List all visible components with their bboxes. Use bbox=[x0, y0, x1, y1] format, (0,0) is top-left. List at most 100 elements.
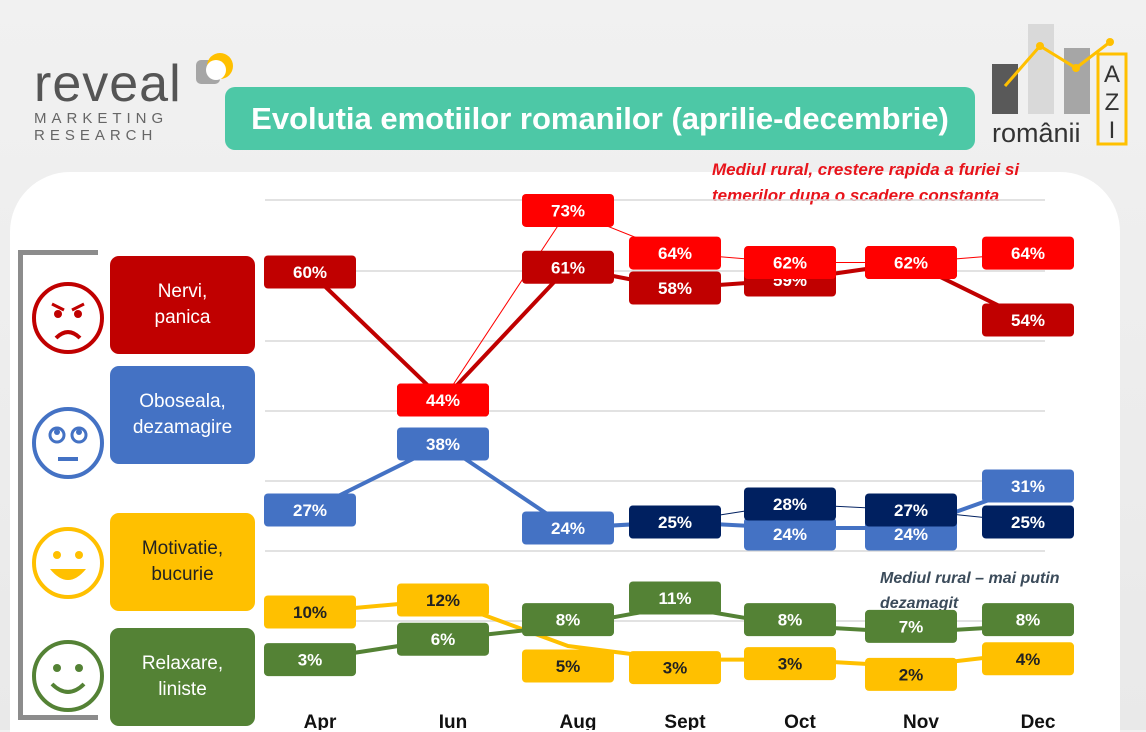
data-label-box bbox=[865, 246, 957, 280]
data-label: 6% bbox=[431, 630, 456, 649]
series-line bbox=[674, 503, 1029, 523]
data-label-box bbox=[397, 622, 489, 656]
x-tick-label: Apr bbox=[304, 712, 337, 730]
data-label-box bbox=[865, 657, 957, 691]
data-label: 3% bbox=[663, 659, 688, 678]
data-label-box bbox=[865, 609, 957, 643]
category-box: Nervi, panica bbox=[110, 256, 255, 354]
data-label-box bbox=[629, 236, 721, 270]
data-label-box bbox=[744, 246, 836, 280]
reveal-logo-word: reveal bbox=[34, 55, 182, 113]
data-label-box bbox=[629, 581, 721, 615]
category-bracket bbox=[18, 250, 98, 720]
data-label-box bbox=[397, 427, 489, 461]
data-label: 31% bbox=[1011, 477, 1045, 496]
data-label: 54% bbox=[1011, 311, 1045, 330]
logo-bar bbox=[1028, 24, 1054, 114]
data-label: 24% bbox=[773, 525, 807, 544]
data-label: 24% bbox=[894, 525, 928, 544]
data-label-box bbox=[397, 383, 489, 417]
data-label: 61% bbox=[551, 258, 585, 277]
data-label-box bbox=[522, 193, 614, 227]
data-label: 64% bbox=[1011, 244, 1045, 263]
relaxed-face-icon bbox=[30, 638, 106, 714]
data-label: 73% bbox=[551, 201, 585, 220]
data-label-box bbox=[744, 487, 836, 521]
data-label-box bbox=[264, 255, 356, 289]
angry-face-icon bbox=[30, 280, 106, 356]
data-label: 44% bbox=[426, 391, 460, 410]
data-label-box bbox=[264, 643, 356, 677]
reveal-logo-line2: RESEARCH bbox=[34, 127, 158, 144]
logo-word: românii bbox=[992, 118, 1081, 148]
data-label-box bbox=[982, 469, 1074, 503]
data-label-box bbox=[629, 271, 721, 305]
data-label: 2% bbox=[899, 665, 924, 684]
data-label-box bbox=[522, 250, 614, 284]
category-box: Motivatie, bucurie bbox=[110, 513, 255, 611]
rural-less-disappointed-note: Mediul rural – mai putin dezamagit bbox=[880, 570, 1060, 612]
data-label-box bbox=[982, 303, 1074, 337]
data-label-box bbox=[264, 493, 356, 527]
x-tick-label: Sept bbox=[664, 712, 706, 730]
data-label: 62% bbox=[894, 254, 928, 273]
data-label: 8% bbox=[556, 611, 581, 630]
data-label: 3% bbox=[778, 655, 803, 674]
data-label-box bbox=[264, 595, 356, 629]
data-label: 10% bbox=[293, 603, 327, 622]
data-label: 11% bbox=[658, 589, 691, 608]
data-label-box bbox=[982, 642, 1074, 676]
tired-face-icon bbox=[30, 405, 106, 481]
data-label-box bbox=[629, 505, 721, 539]
data-label: 38% bbox=[426, 435, 460, 454]
reveal-logo: reveal MARKETING RESEARCH bbox=[34, 53, 233, 144]
data-label-box bbox=[865, 493, 957, 527]
data-label: 60% bbox=[293, 263, 327, 282]
data-label-box bbox=[982, 236, 1074, 270]
data-label: 7% bbox=[899, 617, 924, 636]
logo-point bbox=[1072, 64, 1080, 72]
data-label-box bbox=[744, 647, 836, 681]
data-label: 28% bbox=[773, 495, 807, 514]
romanii-azi-logo: A Z I românii bbox=[990, 20, 1130, 150]
x-tick-label: Iun bbox=[439, 712, 468, 730]
logo-line bbox=[1003, 40, 1111, 87]
logo-bar bbox=[992, 64, 1018, 114]
data-label: 64% bbox=[658, 244, 692, 263]
data-label: 27% bbox=[894, 501, 928, 520]
logo-letter: A bbox=[1104, 61, 1120, 88]
x-tick-label: Aug bbox=[560, 712, 597, 730]
data-label: 5% bbox=[556, 657, 581, 676]
data-label: 25% bbox=[658, 513, 692, 532]
data-label-box bbox=[982, 505, 1074, 539]
data-label-box bbox=[744, 517, 836, 551]
logo-point bbox=[1036, 42, 1044, 50]
data-label-box bbox=[629, 651, 721, 685]
data-label-box bbox=[744, 603, 836, 637]
data-label: 4% bbox=[1016, 650, 1041, 669]
data-label-box bbox=[397, 583, 489, 617]
data-label-box bbox=[522, 603, 614, 637]
data-label-box bbox=[982, 603, 1074, 637]
logo-letter: Z bbox=[1105, 89, 1120, 116]
happy-face-icon bbox=[30, 525, 106, 601]
data-label: 62% bbox=[773, 254, 807, 273]
x-tick-label: Oct bbox=[784, 712, 816, 730]
data-label: 3% bbox=[298, 651, 323, 670]
data-label-box bbox=[522, 649, 614, 683]
x-tick-label: Nov bbox=[903, 712, 939, 730]
reveal-logo-mark bbox=[196, 53, 233, 84]
data-label: 24% bbox=[551, 519, 585, 538]
data-label: 8% bbox=[778, 611, 803, 630]
logo-letter: I bbox=[1109, 117, 1116, 144]
category-box: Oboseala, dezamagire bbox=[110, 366, 255, 464]
category-box: Relaxare, liniste bbox=[110, 628, 255, 726]
data-label: 27% bbox=[293, 501, 327, 520]
data-label-box bbox=[522, 511, 614, 545]
logo-frame bbox=[1096, 52, 1128, 146]
logo-point bbox=[1106, 38, 1114, 46]
data-label: 58% bbox=[658, 279, 692, 298]
x-tick-label: Dec bbox=[1021, 712, 1056, 730]
data-label: 25% bbox=[1011, 513, 1045, 532]
